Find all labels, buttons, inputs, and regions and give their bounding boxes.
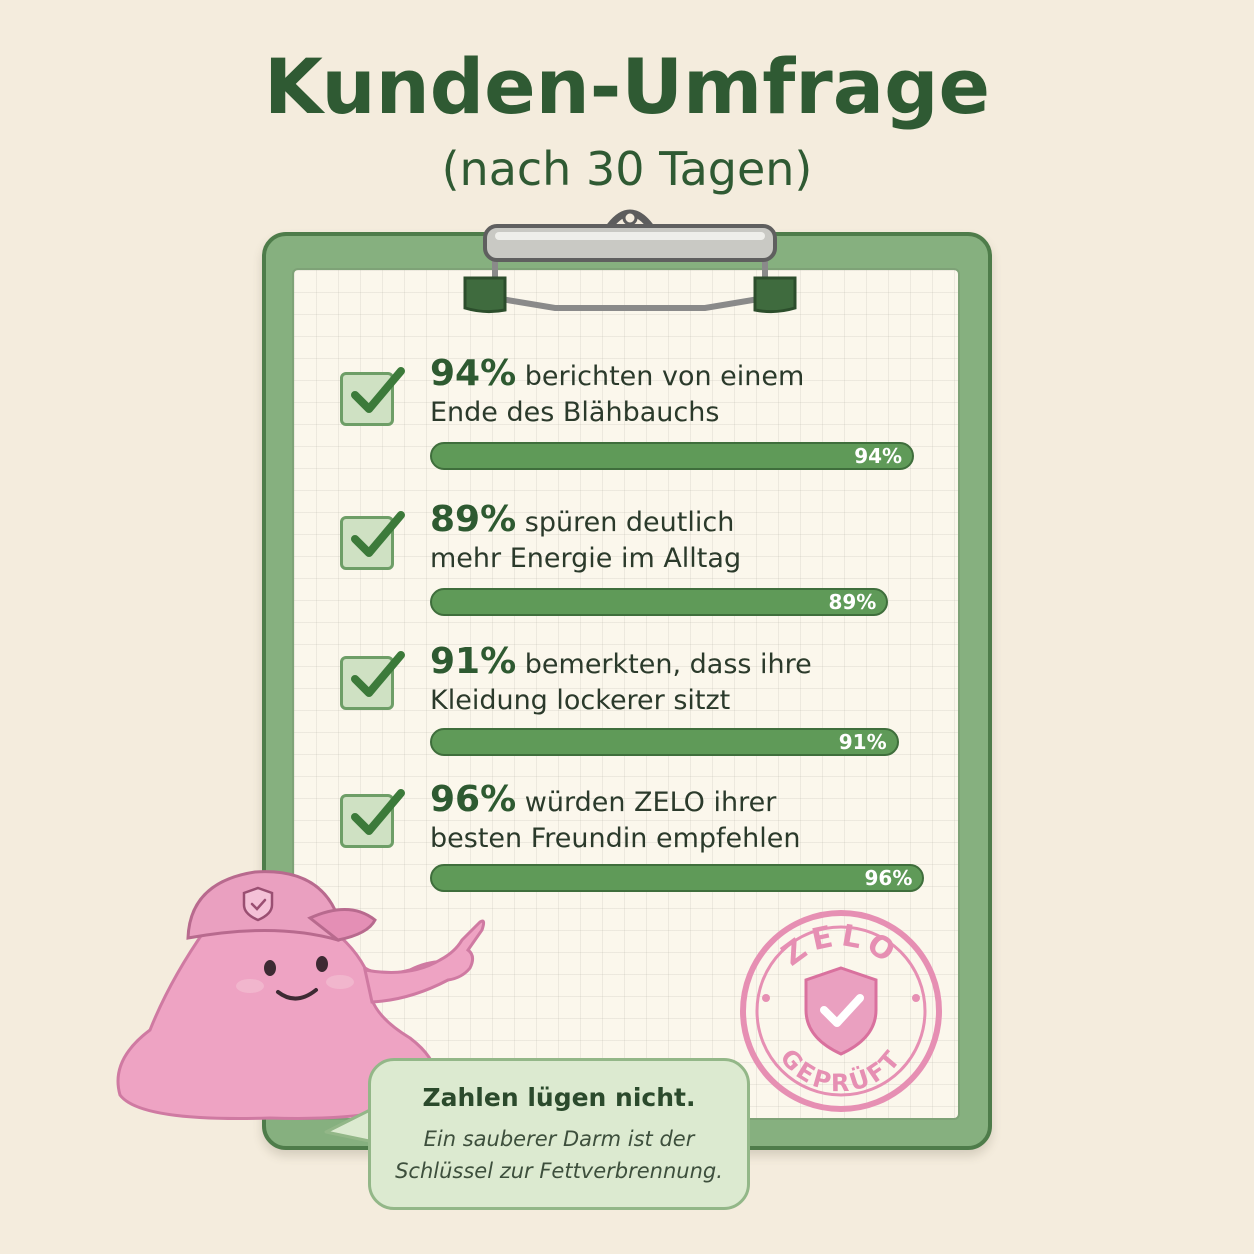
stat-percent: 89% bbox=[430, 499, 517, 540]
speech-bubble: Zahlen lügen nicht. Ein sauberer Darm is… bbox=[368, 1058, 750, 1210]
stat-percent: 94% bbox=[430, 353, 517, 394]
progress-bar-label: 91% bbox=[838, 730, 887, 754]
stat-percent: 96% bbox=[430, 779, 517, 820]
clipboard-clip-icon bbox=[463, 209, 797, 314]
speech-bubble-line2: Schlüssel zur Fettverbrennung. bbox=[395, 1159, 723, 1183]
checkmark-icon bbox=[351, 789, 405, 835]
stat-text: 89% spüren deutlich mehr Energie im Allt… bbox=[430, 502, 930, 577]
checkmark-icon bbox=[351, 367, 405, 413]
stat-line2: Ende des Blähbauchs bbox=[430, 397, 720, 428]
zelo-seal-stamp: ZELO GEPRÜFT bbox=[740, 910, 942, 1112]
progress-bar: 94% bbox=[430, 442, 915, 470]
progress-bar-label: 89% bbox=[828, 590, 877, 614]
progress-bar-label: 94% bbox=[854, 444, 903, 468]
stat-line1: bemerkten, dass ihre bbox=[524, 649, 812, 680]
progress-bar: 89% bbox=[430, 588, 889, 616]
checkbox-checked bbox=[340, 789, 405, 848]
stat-text: 96% würden ZELO ihrer besten Freundin em… bbox=[430, 782, 930, 857]
speech-bubble-line1: Ein sauberer Darm ist der bbox=[423, 1127, 695, 1151]
page-title: Kunden-Umfrage bbox=[263, 42, 991, 131]
stat-line1: berichten von einem bbox=[524, 361, 805, 392]
stat-line1: würden ZELO ihrer bbox=[524, 787, 777, 818]
checkmark-icon bbox=[351, 511, 405, 557]
pink-blob-mascot-icon bbox=[116, 870, 486, 1120]
checkbox-checked bbox=[340, 367, 405, 426]
stat-line2: besten Freundin empfehlen bbox=[430, 823, 801, 854]
page-subtitle: (nach 30 Tagen) bbox=[441, 142, 813, 196]
shield-check-icon bbox=[804, 966, 878, 1056]
progress-bar: 91% bbox=[430, 728, 899, 756]
stat-line2: mehr Energie im Alltag bbox=[430, 543, 742, 574]
progress-bar: 96% bbox=[430, 864, 925, 892]
stat-line2: Kleidung lockerer sitzt bbox=[430, 685, 731, 716]
checkmark-icon bbox=[351, 651, 405, 697]
speech-bubble-subtitle: Ein sauberer Darm ist der Schlüssel zur … bbox=[371, 1123, 747, 1187]
stat-text: 94% berichten von einem Ende des Blähbau… bbox=[430, 356, 930, 431]
stat-percent: 91% bbox=[430, 641, 517, 682]
speech-bubble-tail bbox=[324, 1106, 375, 1144]
checkbox-checked bbox=[340, 511, 405, 570]
speech-bubble-title: Zahlen lügen nicht. bbox=[422, 1083, 696, 1112]
checkbox-checked bbox=[340, 651, 405, 710]
progress-bar-label: 96% bbox=[864, 866, 913, 890]
stat-line1: spüren deutlich bbox=[524, 507, 735, 538]
stat-text: 91% bemerkten, dass ihre Kleidung locker… bbox=[430, 644, 930, 719]
